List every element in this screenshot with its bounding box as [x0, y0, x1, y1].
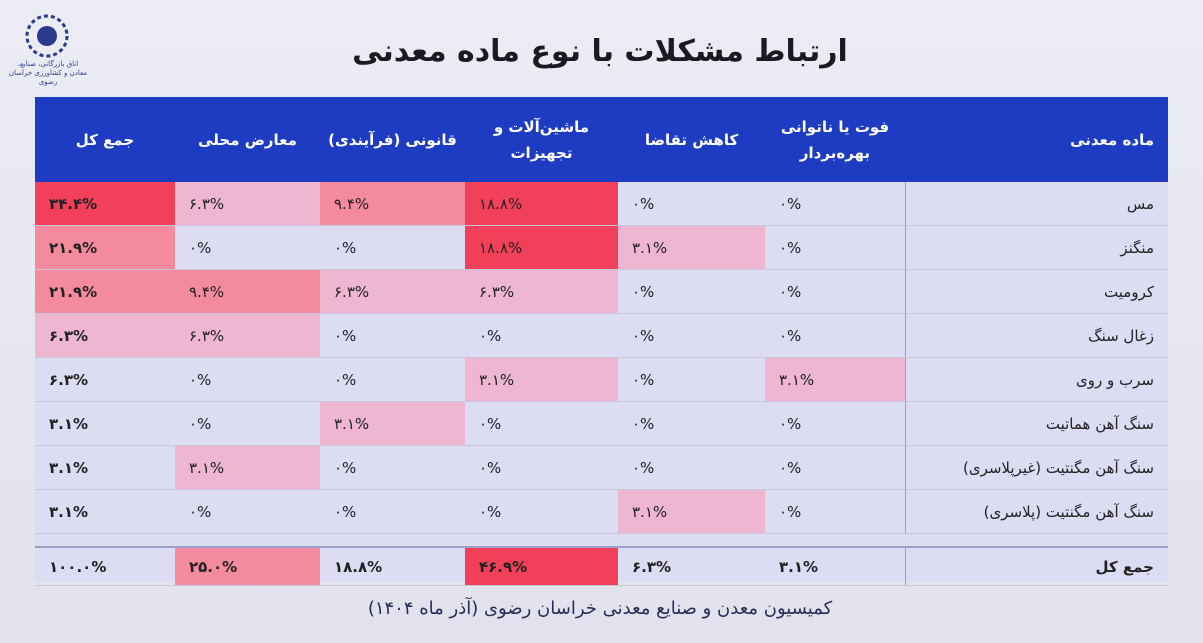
row-label: سنگ آهن هماتیت: [905, 402, 1168, 446]
table-cell: ۰%: [618, 182, 765, 226]
table-cell: ۰%: [765, 402, 905, 446]
table-cell: ۰%: [765, 182, 905, 226]
table-cell: ۰%: [175, 402, 320, 446]
table-cell: ۲۱.۹%: [35, 270, 175, 314]
table-cell: ۰%: [320, 358, 465, 402]
table-cell: ۶.۳%: [320, 270, 465, 314]
table-cell: ۰%: [465, 490, 618, 534]
title: ارتباط مشکلات با نوع ماده معدنی: [352, 34, 848, 69]
row-label: کرومیت: [905, 270, 1168, 314]
table-cell: ۰%: [618, 446, 765, 490]
table-cell: ۳.۱%: [765, 358, 905, 402]
table-cell: ۰%: [765, 270, 905, 314]
table-cell: ۳.۱%: [320, 402, 465, 446]
column-header: قانونی (فرآیندی): [328, 130, 457, 149]
table-cell: ۰%: [175, 490, 320, 534]
table-cell: ۶.۳%: [175, 314, 320, 358]
column-header: معارض محلی: [198, 130, 297, 149]
table-cell: ۰%: [765, 446, 905, 490]
table-cell: ۳.۱%: [35, 490, 175, 534]
table-cell: ۶.۳%: [465, 270, 618, 314]
column-header: فوت یا ناتوانی بهره‌بردار: [780, 117, 890, 162]
table-cell: ۱۸.۸%: [465, 182, 618, 226]
table-cell: ۰%: [618, 358, 765, 402]
table-cell: ۰%: [465, 446, 618, 490]
table-cell: ۱۸.۸%: [320, 546, 465, 586]
header-bg: [35, 97, 1168, 182]
table-cell: ۱۸.۸%: [465, 226, 618, 270]
column-header: کاهش تقاضا: [644, 130, 739, 149]
table-cell: ۰%: [618, 402, 765, 446]
row-label: سنگ آهن مگنتیت (پلاسری): [905, 490, 1168, 534]
table-cell: ۰%: [765, 226, 905, 270]
table-cell: ۰%: [465, 402, 618, 446]
footer: کمیسیون معدن و صنایع معدنی خراسان رضوی (…: [367, 598, 833, 619]
table-cell: ۱۰۰.۰%: [35, 546, 175, 586]
table-cell: ۳.۱%: [35, 446, 175, 490]
table-cell: ۴۶.۹%: [465, 546, 618, 586]
table-cell: ۰%: [320, 490, 465, 534]
row-label: سنگ آهن مگنتیت (غیرپلاسری): [905, 446, 1168, 490]
table-cell: ۳.۱%: [35, 402, 175, 446]
table-cell: ۹.۴%: [320, 182, 465, 226]
table-cell: ۰%: [175, 358, 320, 402]
logo-text: اتاق بازرگانی، صنایع، معادن و کشاورزی خر…: [8, 60, 88, 86]
table-cell: ۳.۱%: [465, 358, 618, 402]
table-cell: ۰%: [320, 446, 465, 490]
table-cell: ۰%: [618, 270, 765, 314]
row-label: منگنز: [905, 226, 1168, 270]
row-label: زغال سنگ: [905, 314, 1168, 358]
table-cell: ۳.۱%: [765, 546, 905, 586]
table-cell: ۳.۱%: [618, 226, 765, 270]
row-label: سرب و روی: [905, 358, 1168, 402]
table-cell: ۲۱.۹%: [35, 226, 175, 270]
table-cell: ۰%: [320, 226, 465, 270]
column-header: جمع کل: [75, 130, 135, 149]
table-cell: ۶.۳%: [35, 358, 175, 402]
table-cell: ۶.۳%: [618, 546, 765, 586]
row-label: مس: [905, 182, 1168, 226]
table-cell: ۶.۳%: [35, 314, 175, 358]
table-cell: ۰%: [618, 314, 765, 358]
table-cell: ۳۴.۴%: [35, 182, 175, 226]
table-cell: ۰%: [765, 314, 905, 358]
table-cell: ۳.۱%: [618, 490, 765, 534]
table-cell: ۲۵.۰%: [175, 546, 320, 586]
row-label: جمع کل: [905, 546, 1168, 586]
table-cell: ۶.۳%: [175, 182, 320, 226]
table-cell: ۰%: [175, 226, 320, 270]
table-cell: ۰%: [465, 314, 618, 358]
column-header: ماشین‌آلات و تجهیزات: [493, 117, 590, 162]
column-header: ماده معدنی: [1070, 130, 1154, 149]
logo: [25, 14, 69, 58]
table-cell: ۰%: [320, 314, 465, 358]
table-cell: ۹.۴%: [175, 270, 320, 314]
table-cell: ۰%: [765, 490, 905, 534]
table-cell: ۳.۱%: [175, 446, 320, 490]
